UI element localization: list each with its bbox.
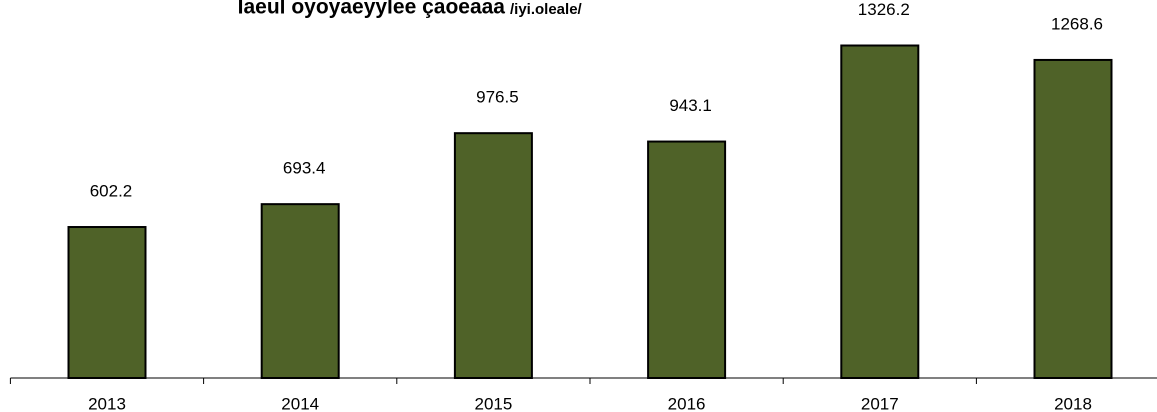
data-label: 1326.2 xyxy=(858,0,910,19)
bar xyxy=(647,140,727,379)
data-label: 693.4 xyxy=(283,159,326,178)
bar xyxy=(840,44,920,379)
data-label: 1268.6 xyxy=(1051,14,1103,33)
x-tick-label: 2014 xyxy=(281,394,319,412)
x-tick-label: 2016 xyxy=(668,394,706,412)
data-label: 943.1 xyxy=(669,96,712,115)
data-label: 976.5 xyxy=(476,88,519,107)
chart-title: Iaeul oyoyaeyylee çaoeaaa xyxy=(238,0,506,19)
bar xyxy=(1033,58,1113,380)
chart-subtitle: /iyi.oleale/ xyxy=(510,1,583,18)
x-tick-label: 2017 xyxy=(861,394,899,412)
x-tick-label: 2013 xyxy=(88,394,126,412)
x-tick-label: 2015 xyxy=(474,394,512,412)
x-tick-label: 2018 xyxy=(1054,394,1092,412)
bar xyxy=(453,132,533,379)
bar xyxy=(260,203,340,379)
bar xyxy=(67,226,147,379)
data-label: 602.2 xyxy=(90,182,133,201)
